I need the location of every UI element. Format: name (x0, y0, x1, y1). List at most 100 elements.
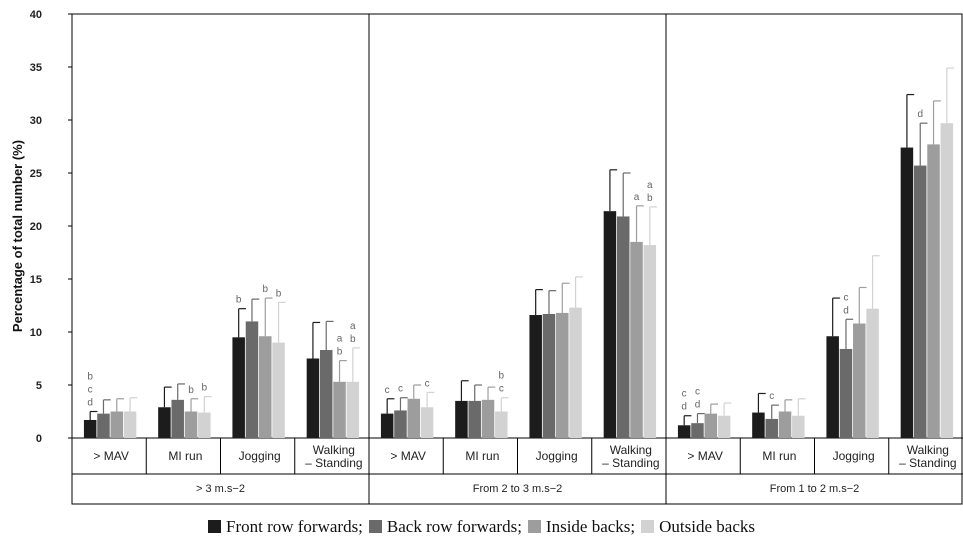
bar (866, 308, 879, 438)
significance-annotation: d (695, 400, 701, 411)
bar (407, 398, 421, 438)
significance-annotation: c (695, 387, 700, 398)
chart-legend: Front row forwards; Back row forwards; Ins… (0, 517, 963, 537)
bar (792, 415, 805, 438)
significance-annotation: a (647, 180, 653, 191)
legend-item: Front row forwards; (207, 517, 363, 537)
bar (765, 418, 778, 438)
category-label: – Standing (602, 456, 659, 470)
legend-swatch (641, 520, 655, 533)
category-label: > MAV (93, 449, 128, 463)
bar (677, 425, 691, 438)
significance-annotation: a (350, 321, 356, 332)
bar (839, 348, 853, 438)
category-label: Walking (610, 443, 652, 457)
legend-swatch (368, 520, 382, 533)
bar (110, 411, 124, 438)
bar (272, 342, 285, 438)
significance-annotation: d (917, 109, 923, 120)
bar (420, 407, 434, 438)
y-axis-label: Percentage of total number (%) (10, 140, 25, 332)
significance-annotation: c (88, 385, 93, 396)
bar (603, 211, 617, 438)
bar (556, 312, 569, 438)
bar (468, 400, 481, 438)
significance-annotation: b (647, 193, 653, 204)
significance-annotation: c (682, 389, 687, 400)
y-tick-label: 40 (30, 9, 42, 21)
bar (900, 147, 914, 438)
significance-annotation: c (769, 391, 774, 402)
group-label: From 1 to 2 m.s−2 (770, 483, 860, 495)
legend-label: Outside backs (659, 517, 755, 536)
category-label: Walking (907, 443, 949, 457)
bar (158, 407, 171, 438)
bar (380, 413, 394, 438)
legend-label: Front row forwards; (225, 517, 363, 536)
significance-annotation: c (843, 292, 848, 303)
significance-annotation: b (350, 334, 356, 345)
y-tick-label: 15 (30, 274, 42, 286)
y-tick-label: 10 (30, 327, 42, 339)
significance-annotation: d (681, 402, 687, 413)
category-label: Jogging (239, 449, 281, 463)
significance-annotation: b (262, 284, 268, 295)
bar (940, 123, 954, 439)
bar (826, 336, 839, 438)
significance-annotation: c (499, 384, 504, 395)
bar (232, 337, 245, 438)
y-tick-label: 0 (36, 433, 42, 445)
bar (259, 336, 272, 438)
bar (97, 413, 110, 438)
group-label: > 3 m.s−2 (196, 483, 245, 495)
category-label: > MAV (687, 449, 722, 463)
significance-annotation: c (385, 385, 390, 396)
significance-annotation: b (202, 383, 208, 394)
group-label: From 2 to 3 m.s−2 (473, 483, 563, 495)
bar (569, 307, 582, 438)
chart-frame (71, 13, 963, 505)
legend-item: Back row forwards; (368, 517, 522, 537)
category-label: Jogging (833, 449, 875, 463)
category-label: MI run (465, 449, 499, 463)
bar (245, 321, 259, 438)
significance-annotation: c (398, 384, 403, 395)
category-label: – Standing (899, 456, 956, 470)
significance-annotation: d (843, 305, 849, 316)
bar (542, 313, 556, 438)
y-tick-label: 25 (30, 168, 42, 180)
bar (616, 216, 630, 438)
significance-annotation: b (337, 347, 343, 358)
significance-annotation: c (425, 378, 430, 389)
legend-item: Inside backs; (527, 517, 636, 537)
category-label: Walking (313, 443, 355, 457)
bar (171, 399, 184, 438)
bar (184, 411, 198, 438)
legend-label: Inside backs; (545, 517, 636, 536)
category-label: > MAV (390, 449, 425, 463)
bar-chart: 0 5 10 15 20 25 30 35 40 Percentage of total numb… (10, 9, 963, 505)
bar (306, 358, 320, 438)
bar (927, 144, 940, 438)
significance-annotation: b (188, 385, 194, 396)
bar (123, 411, 137, 438)
significance-annotation: a (337, 334, 343, 345)
significance-annotation: b (276, 288, 282, 299)
y-tick-label: 20 (30, 221, 42, 233)
significance-annotation: b (499, 371, 505, 382)
bar (853, 323, 866, 438)
bar (319, 350, 333, 438)
legend-item: Outside backs (641, 517, 755, 537)
bar (333, 381, 346, 438)
bar (495, 411, 508, 438)
bar (455, 400, 468, 438)
bar (752, 412, 765, 438)
y-tick-label: 5 (36, 380, 42, 392)
category-label: – Standing (305, 456, 362, 470)
significance-annotation: b (87, 372, 93, 383)
category-label: Jogging (536, 449, 578, 463)
significance-annotation: a (634, 192, 640, 203)
bar (83, 419, 97, 438)
legend-label: Back row forwards; (386, 517, 522, 536)
y-tick-label: 30 (30, 115, 42, 127)
